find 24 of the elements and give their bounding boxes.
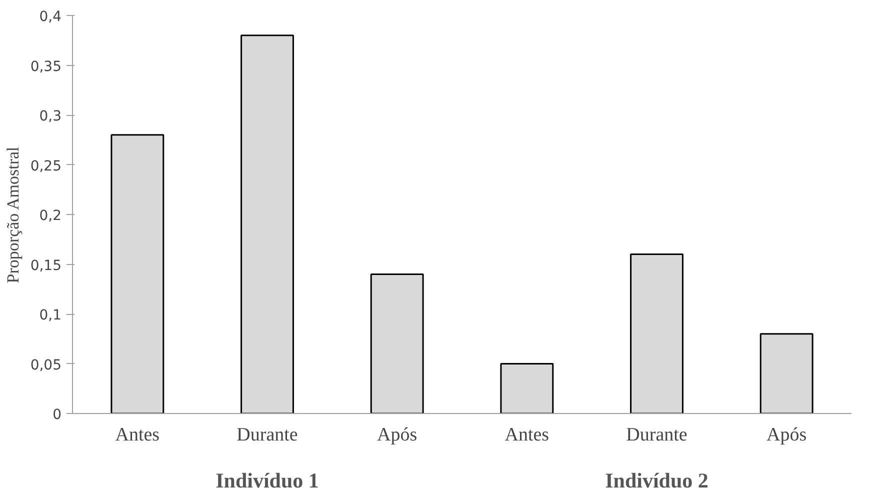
x-tick-label: Após <box>766 424 807 446</box>
bar <box>630 254 684 414</box>
x-tick-label: Durante <box>626 424 688 446</box>
bar <box>110 134 164 414</box>
x-tick-label: Antes <box>115 424 160 446</box>
x-tick-label: Durante <box>236 424 298 446</box>
y-tick-label: 0,15 <box>30 258 62 274</box>
bar <box>370 273 424 414</box>
text: Indivíduo 1 <box>216 468 319 492</box>
y-tick-label: 0,25 <box>30 158 62 174</box>
y-tick-label: 0,35 <box>30 58 62 75</box>
text: Indivíduo 2 <box>605 468 708 492</box>
bar <box>240 34 294 414</box>
y-tick-label: 0,3 <box>39 108 62 124</box>
y-tick-label: 0,4 <box>39 9 62 25</box>
y-axis-title: Proporção Amostral <box>3 146 22 284</box>
x-tick-label: Após <box>377 424 418 446</box>
y-tick-label: 0 <box>52 407 62 423</box>
y-tick-label: 0,1 <box>39 308 62 324</box>
x-tick-label: Antes <box>504 424 550 446</box>
y-tick-label: 0,2 <box>39 208 62 224</box>
y-tick-label: 0,05 <box>30 357 62 374</box>
bar <box>760 333 814 414</box>
bar <box>500 363 554 414</box>
